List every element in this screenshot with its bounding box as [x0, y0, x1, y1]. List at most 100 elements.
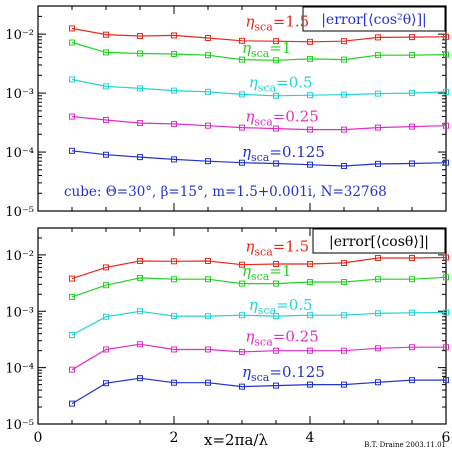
x-tick-label: 0	[34, 430, 43, 446]
series-label: ηsca=0.25	[245, 328, 318, 349]
data-point	[341, 312, 347, 319]
y-tick-label: 10⁻³	[5, 87, 34, 102]
series-line	[71, 310, 447, 336]
credit-label: B.T. Draine 2003.11.01	[364, 441, 446, 449]
data-point	[375, 255, 381, 262]
series-label: ηsca=0.125	[242, 363, 325, 384]
data-point	[205, 52, 211, 59]
series-label: ηsca=0.25	[245, 107, 318, 128]
data-point	[103, 264, 109, 271]
panel-title-box	[312, 228, 446, 254]
y-tick-label: 10⁻⁵	[5, 205, 34, 220]
data-point	[137, 375, 143, 382]
data-point	[69, 147, 75, 154]
data-point	[103, 83, 109, 90]
data-point	[69, 275, 75, 282]
series-line	[71, 78, 447, 97]
data-point	[307, 126, 313, 133]
data-point	[205, 313, 211, 320]
data-point	[205, 122, 211, 129]
data-point	[409, 52, 415, 59]
data-point	[409, 34, 415, 41]
data-point	[239, 37, 245, 44]
data-point	[273, 160, 279, 167]
data-point	[375, 52, 381, 59]
data-point	[171, 313, 177, 320]
data-point	[307, 381, 313, 388]
data-point	[171, 120, 177, 127]
x-tick-label: 2	[170, 430, 179, 446]
data-point	[273, 57, 279, 64]
data-point	[341, 259, 347, 266]
data-point	[103, 346, 109, 353]
data-point	[103, 151, 109, 158]
data-point	[137, 257, 143, 264]
series-label: ηsca=0.5	[249, 73, 313, 94]
data-point	[307, 92, 313, 99]
data-point	[239, 124, 245, 131]
y-tick-label: 10⁻⁴	[5, 362, 34, 377]
data-point	[239, 383, 245, 390]
series-label: ηsca=1.5	[245, 237, 309, 258]
data-point	[69, 113, 75, 120]
data-point	[307, 55, 313, 62]
x-tick-label: 4	[306, 430, 315, 446]
data-point	[239, 159, 245, 166]
data-point	[307, 260, 313, 267]
data-point	[273, 38, 279, 45]
data-point	[69, 76, 75, 83]
data-point	[307, 38, 313, 45]
data-point	[409, 377, 415, 384]
data-point	[341, 162, 347, 169]
data-point	[409, 160, 415, 167]
data-point	[69, 293, 75, 300]
data-point	[443, 344, 449, 351]
data-point	[375, 34, 381, 41]
data-point	[375, 276, 381, 283]
data-point	[103, 49, 109, 56]
series-label: ηsca=1	[242, 262, 292, 283]
panel-annotation: cube: Θ=30°, β=15°, m=1.5+0.001i, N=3276…	[64, 184, 387, 200]
data-point	[409, 123, 415, 130]
data-point	[341, 347, 347, 354]
data-point	[103, 380, 109, 387]
data-point	[239, 56, 245, 63]
data-point	[443, 377, 449, 384]
data-point	[409, 255, 415, 262]
series-line	[71, 343, 446, 371]
series-label: ηsca=1	[242, 39, 292, 60]
data-point	[137, 274, 143, 281]
y-tick-label: 10⁻³	[5, 305, 34, 320]
data-point	[137, 120, 143, 127]
data-point	[137, 308, 143, 315]
data-point	[273, 313, 279, 320]
data-point	[443, 274, 449, 281]
data-point	[307, 312, 313, 319]
series-line	[71, 41, 447, 61]
data-point	[137, 50, 143, 57]
data-point	[307, 347, 313, 354]
x-axis-label: x=2πa/λ	[204, 431, 268, 449]
data-point	[171, 258, 177, 265]
data-point	[137, 154, 143, 161]
data-point	[171, 51, 177, 58]
data-point	[171, 379, 177, 386]
data-point	[341, 279, 347, 286]
data-point	[205, 346, 211, 353]
data-point	[103, 313, 109, 320]
data-point	[69, 331, 75, 338]
data-point	[443, 254, 449, 261]
data-point	[239, 261, 245, 268]
data-point	[137, 341, 143, 348]
panel-title: |error[⟨cos²θ⟩]|	[321, 12, 427, 28]
y-tick-label: 10⁻⁴	[5, 146, 34, 161]
data-point	[205, 257, 211, 264]
series-line	[71, 27, 447, 43]
data-point	[341, 381, 347, 388]
data-point	[443, 122, 449, 129]
data-point	[239, 280, 245, 287]
data-point	[205, 34, 211, 41]
data-point	[341, 91, 347, 98]
data-point	[341, 56, 347, 63]
